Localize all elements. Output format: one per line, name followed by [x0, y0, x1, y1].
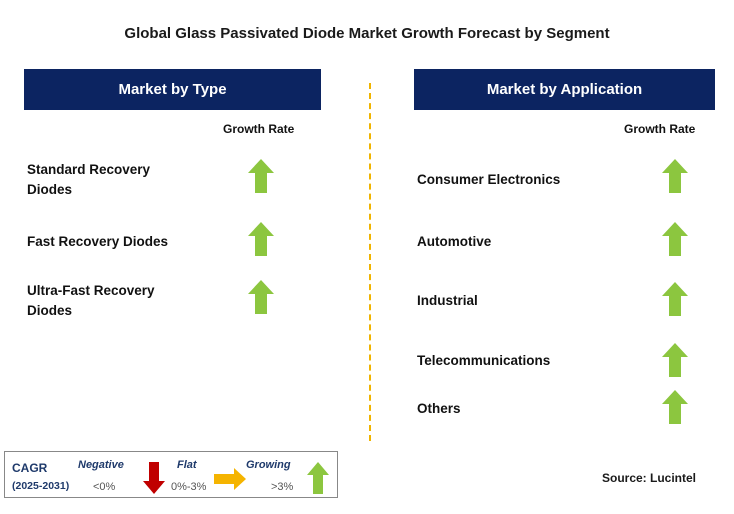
panel-divider — [369, 83, 371, 441]
legend-growing-label: Growing — [246, 459, 291, 471]
growing-arrow-icon — [662, 343, 688, 377]
legend-negative-value: <0% — [93, 481, 116, 493]
right-growth-rate-label: Growth Rate — [624, 122, 696, 136]
application-item-consumer-electronics: Consumer Electronics — [417, 172, 561, 187]
type-item-ultra-fast-recovery: Ultra-Fast Recovery Diodes — [27, 283, 155, 318]
flat-arrow-icon — [214, 468, 246, 490]
legend-growing-value: >3% — [271, 481, 294, 493]
growing-arrow-icon — [662, 159, 688, 193]
negative-arrow-icon — [143, 462, 165, 494]
legend-flat-value: 0%-3% — [171, 481, 207, 493]
growing-arrow-icon — [307, 462, 329, 494]
source-label: Source: Lucintel — [602, 471, 697, 485]
type-item-standard-recovery: Standard Recovery Diodes — [27, 162, 151, 197]
application-item-telecommunications: Telecommunications — [417, 353, 551, 368]
growing-arrow-icon — [248, 222, 274, 256]
application-item-others: Others — [417, 401, 461, 416]
growing-arrow-icon — [248, 159, 274, 193]
application-item-industrial: Industrial — [417, 293, 478, 308]
growing-arrow-icon — [662, 282, 688, 316]
left-growth-rate-label: Growth Rate — [223, 122, 295, 136]
legend-negative-label: Negative — [78, 459, 124, 471]
type-item-fast-recovery: Fast Recovery Diodes — [27, 234, 169, 249]
legend-cagr-label: CAGR — [12, 461, 48, 475]
market-by-type-header: Market by Type — [24, 69, 321, 110]
growing-arrow-icon — [662, 390, 688, 424]
page-title: Global Glass Passivated Diode Market Gro… — [124, 25, 610, 42]
cagr-legend: CAGR (2025-2031) Negative <0% Flat 0%-3%… — [4, 451, 338, 498]
legend-period-label: (2025-2031) — [12, 480, 70, 492]
growing-arrow-icon — [248, 280, 274, 314]
market-by-application-header: Market by Application — [414, 69, 715, 110]
legend-flat-label: Flat — [177, 459, 197, 471]
application-item-automotive: Automotive — [417, 234, 492, 249]
growing-arrow-icon — [662, 222, 688, 256]
